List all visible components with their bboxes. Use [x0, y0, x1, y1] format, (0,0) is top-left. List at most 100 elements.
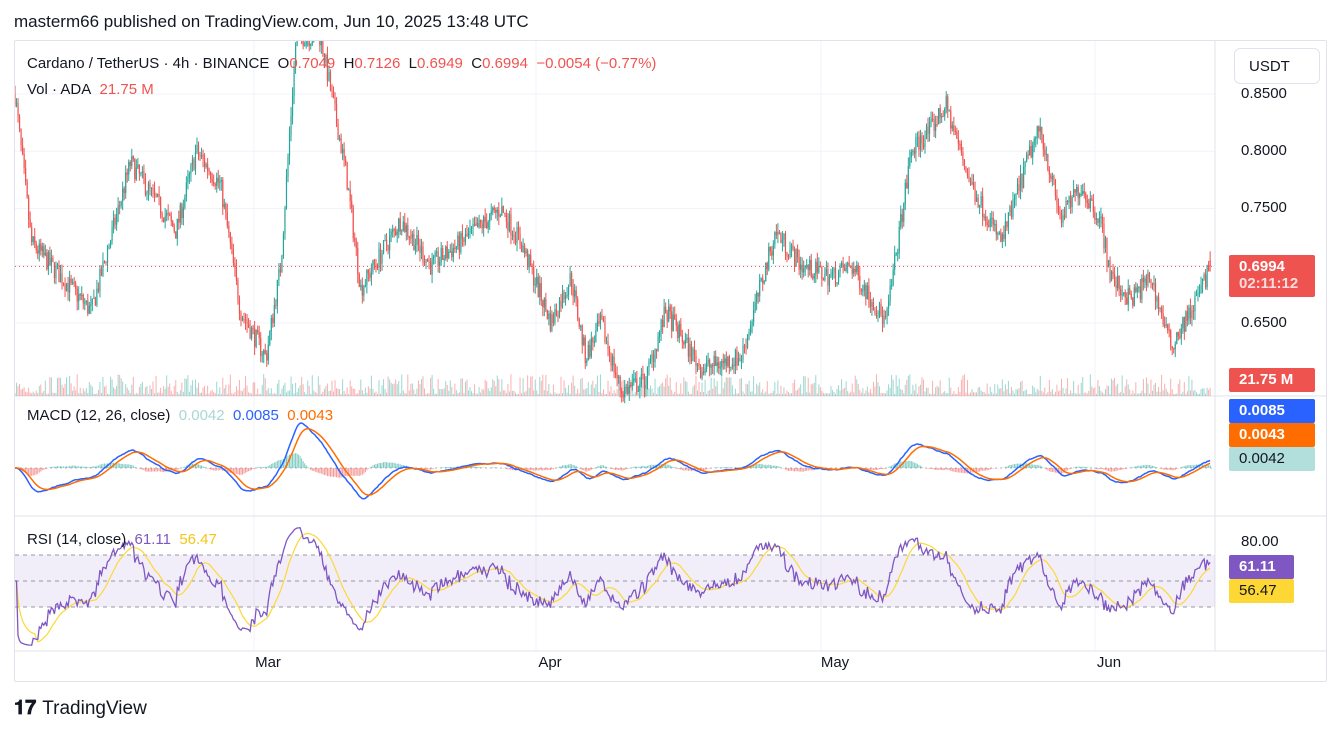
macd-histogram-bar	[478, 467, 480, 468]
rsi-title[interactable]: RSI (14, close)	[27, 531, 127, 548]
candle-body	[150, 188, 153, 190]
candle-body	[392, 229, 394, 232]
volume-bar	[184, 378, 186, 396]
chart-canvas[interactable]	[15, 41, 1327, 682]
candle-body	[998, 232, 1000, 234]
candle-body	[931, 118, 934, 120]
volume-label[interactable]: Vol · ADA	[27, 81, 92, 98]
candle-body	[15, 103, 18, 105]
candle-body	[1104, 237, 1107, 249]
volume-bar	[906, 379, 908, 396]
volume-bar	[78, 393, 80, 396]
candle-body	[140, 173, 142, 175]
macd-histogram-bar	[445, 466, 447, 468]
candle-body	[308, 41, 310, 46]
candle-body	[590, 338, 592, 357]
macd-histogram-bar	[285, 456, 287, 468]
macd-histogram-bar	[713, 467, 715, 468]
volume-bar	[1026, 389, 1028, 396]
macd-histogram-bar	[701, 468, 703, 471]
candle-body	[593, 342, 595, 344]
candle-body	[722, 361, 724, 363]
macd-title[interactable]: MACD (12, 26, close)	[27, 407, 171, 424]
macd-histogram-bar	[545, 468, 547, 471]
macd-histogram-bar	[525, 468, 527, 471]
candle-body	[827, 269, 829, 286]
macd-histogram-bar	[581, 468, 583, 471]
volume-bar	[1015, 389, 1017, 396]
volume-bar	[1171, 389, 1173, 396]
candle-body	[50, 257, 52, 265]
volume-bar	[1173, 393, 1175, 396]
volume-bar	[1062, 387, 1064, 396]
volume-bar	[995, 393, 997, 396]
candle-body	[533, 267, 535, 286]
macd-histogram-bar	[606, 466, 607, 468]
macd-histogram-bar	[38, 468, 40, 473]
tradingview-logo[interactable]: 𝟏𝟕 TradingView	[14, 697, 147, 720]
volume-bar	[1195, 392, 1197, 396]
candle-body	[971, 181, 973, 185]
currency-button[interactable]: USDT	[1234, 48, 1320, 84]
high-value: 0.7126	[354, 55, 401, 72]
candle-body	[483, 216, 485, 229]
macd-histogram-bar	[507, 468, 509, 470]
candle-body	[995, 224, 997, 235]
macd-histogram-bar	[314, 468, 316, 472]
macd-histogram-bar	[651, 464, 653, 468]
macd-histogram-bar	[311, 468, 313, 471]
chart-frame[interactable]: Cardano / TetherUS · 4h · BINANCE O0.704…	[14, 40, 1327, 682]
macd-histogram-bar	[1103, 468, 1105, 470]
volume-bar	[270, 388, 272, 396]
volume-bar	[962, 375, 964, 396]
volume-bar	[440, 389, 442, 396]
volume-bar	[947, 392, 949, 396]
volume-bar	[704, 379, 706, 396]
candle-body	[605, 341, 608, 343]
macd-histogram-bar	[422, 468, 424, 470]
volume-bar	[698, 381, 700, 396]
candle-body	[598, 321, 600, 324]
candle-body	[724, 358, 726, 363]
volume-bar	[809, 392, 811, 396]
candle-body	[959, 143, 961, 145]
candle-body	[850, 266, 852, 268]
candle-body	[878, 303, 881, 316]
macd-histogram-bar	[258, 466, 260, 468]
macd-histogram-bar	[273, 462, 275, 468]
volume-bar	[578, 393, 580, 396]
macd-histogram-bar	[1106, 468, 1108, 471]
macd-histogram-bar	[449, 466, 451, 468]
macd-histogram-bar	[140, 468, 142, 470]
candle-body	[433, 256, 435, 258]
macd-histogram-bar	[950, 468, 952, 471]
volume-bar	[302, 384, 304, 396]
volume-bar	[113, 387, 115, 396]
macd-histogram-bar	[132, 465, 134, 468]
candle-body	[1174, 343, 1176, 350]
macd-histogram-bar	[877, 468, 879, 470]
candle-body	[1136, 287, 1138, 292]
volume-bar	[367, 386, 369, 396]
volume-bar	[680, 383, 682, 396]
macd-histogram-bar	[131, 464, 133, 468]
candle-body	[774, 232, 776, 245]
macd-histogram-bar	[129, 464, 131, 468]
macd-histogram-bar	[1033, 464, 1035, 468]
candle-body	[1085, 193, 1087, 201]
macd-histogram-bar	[618, 468, 620, 470]
macd-histogram-bar	[1164, 468, 1166, 470]
candle-body	[936, 123, 938, 125]
volume-bar	[880, 392, 882, 396]
symbol-title[interactable]: Cardano / TetherUS · 4h · BINANCE	[27, 55, 270, 72]
candle-body	[502, 206, 504, 213]
candle-body	[1004, 221, 1006, 239]
volume-bar	[188, 391, 190, 396]
candle-body	[1176, 332, 1178, 344]
macd-histogram-bar	[231, 468, 233, 474]
candle-body	[304, 45, 306, 47]
macd-histogram-bar	[1208, 465, 1210, 468]
macd-histogram-bar	[238, 468, 240, 475]
candle-body	[524, 245, 526, 254]
volume-bar	[706, 393, 708, 396]
